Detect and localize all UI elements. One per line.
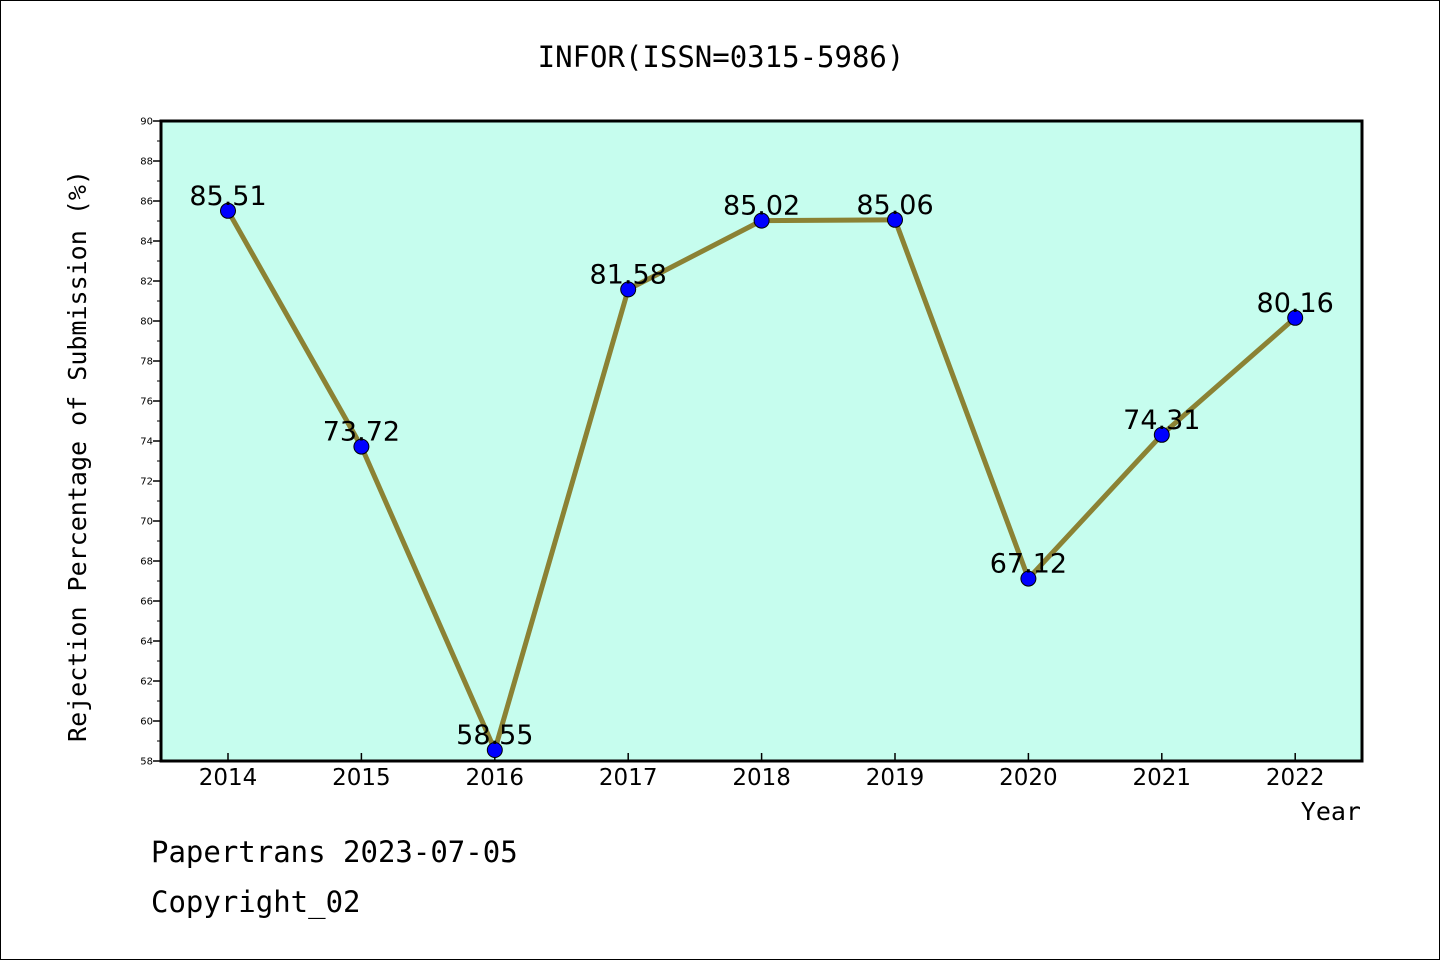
y-axis-label: Rejection Percentage of Submission (%) — [63, 170, 92, 742]
y-tick-label-68: 68 — [140, 557, 153, 568]
y-axis: 58 60 62 64 66 68 70 72 74 76 78 80 82 84 86 88 90 — [140, 117, 161, 768]
x-tick-label-2019: 2019 — [866, 765, 925, 791]
y-tick-label-86: 86 — [140, 197, 153, 208]
y-tick-label-74: 74 — [140, 437, 153, 448]
data-label-2015: 73.72 — [323, 417, 400, 448]
data-label-2019: 85.06 — [856, 190, 933, 221]
data-point-2016 — [486, 742, 503, 758]
data-labels: 85.51 73.72 58.55 81.58 85.02 85.06 67.12 74.31… — [189, 181, 1333, 751]
y-tick-label-88: 88 — [140, 157, 153, 168]
data-label-2017: 81.58 — [590, 259, 667, 290]
data-point-2022 — [1287, 309, 1304, 326]
y-tick-label-80: 80 — [140, 317, 153, 328]
x-tick-label-2014: 2014 — [199, 765, 258, 791]
x-tick-label-2021: 2021 — [1133, 765, 1192, 791]
x-tick-label-2020: 2020 — [999, 765, 1058, 791]
x-tick-label-2016: 2016 — [466, 765, 525, 791]
data-point-2020 — [1020, 570, 1037, 587]
y-tick-label-90: 90 — [140, 117, 153, 128]
y-tick-label-84: 84 — [140, 237, 153, 248]
x-tick-label-2022: 2022 — [1266, 765, 1325, 791]
data-label-2014: 85.51 — [189, 181, 266, 212]
y-tick-label-72: 72 — [140, 477, 153, 488]
x-tick-label-2015: 2015 — [332, 765, 391, 791]
x-axis-label: Year — [1301, 797, 1361, 826]
x-axis: 2014 2015 2016 2017 2018 2019 2020 2021 2022 — [199, 753, 1325, 791]
data-point-2017 — [620, 281, 637, 298]
y-tick-label-78: 78 — [140, 357, 153, 368]
data-point-2014 — [220, 202, 236, 219]
footer-copyright: Copyright_02 — [151, 885, 361, 919]
y-tick-label-62: 62 — [140, 677, 153, 688]
series-markers — [220, 202, 1304, 758]
data-label-2020: 67.12 — [990, 549, 1067, 580]
data-label-2022: 80.16 — [1257, 288, 1334, 319]
data-point-2015 — [353, 438, 370, 455]
data-point-2021 — [1153, 426, 1170, 443]
data-label-2021: 74.31 — [1123, 405, 1200, 436]
x-tick-label-2018: 2018 — [732, 765, 791, 791]
y-tick-label-58: 58 — [140, 757, 153, 768]
y-tick-label-64: 64 — [140, 637, 153, 648]
data-label-2018: 85.02 — [723, 191, 800, 222]
y-tick-label-82: 82 — [140, 277, 153, 288]
chart-title: INFOR(ISSN=0315-5986) — [538, 40, 905, 74]
x-tick-label-2017: 2017 — [599, 765, 658, 791]
y-tick-label-60: 60 — [140, 717, 153, 728]
footer-date: Papertrans 2023-07-05 — [151, 835, 518, 869]
y-tick-label-76: 76 — [140, 397, 153, 408]
y-tick-label-66: 66 — [140, 597, 153, 608]
data-label-2016: 58.55 — [456, 720, 533, 751]
data-point-2018 — [753, 212, 770, 229]
data-point-2019 — [887, 211, 903, 228]
y-tick-label-70: 70 — [140, 517, 153, 528]
